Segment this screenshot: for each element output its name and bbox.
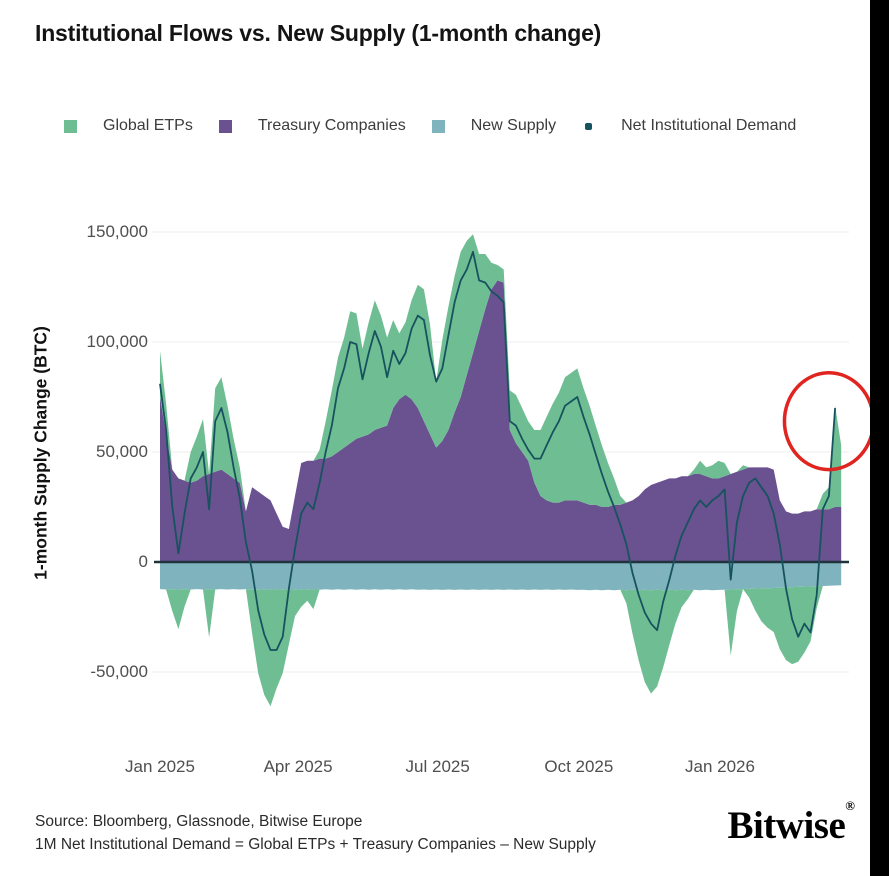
legend-item-new-supply: New Supply — [431, 117, 557, 135]
x-tick-label: Jan 2026 — [685, 757, 755, 776]
registered-mark: ® — [845, 798, 855, 813]
y-tick-label: 50,000 — [96, 442, 148, 461]
x-tick-label: Oct 2025 — [544, 757, 614, 776]
source-line-2: 1M Net Institutional Demand = Global ETP… — [35, 836, 596, 853]
source-line-1: Source: Bloomberg, Glassnode, Bitwise Eu… — [35, 813, 363, 830]
x-tick-label: Jul 2025 — [405, 757, 470, 776]
x-tick-label: Jan 2025 — [125, 757, 195, 776]
y-tick-label: -50,000 — [90, 662, 148, 681]
source-note: Source: Bloomberg, Glassnode, Bitwise Eu… — [35, 810, 596, 856]
chart-legend: Global ETPs Treasury Companies New Supply N… — [64, 117, 822, 135]
area-global-etps-positive — [160, 234, 842, 529]
legend-item-global-etps: Global ETPs — [64, 117, 193, 135]
y-tick-label: 150,000 — [86, 222, 148, 241]
page-title: Institutional Flows vs. New Supply (1-mo… — [35, 20, 602, 46]
legend-item-treasury-companies: Treasury Companies — [218, 117, 406, 135]
bitwise-logo: Bitwise® — [727, 798, 855, 847]
highlight-circle — [782, 371, 876, 472]
area-treasury-companies — [160, 280, 842, 562]
legend-square-icon — [431, 119, 445, 133]
legend-label: New Supply — [470, 117, 557, 134]
right-black-bar — [870, 0, 889, 876]
y-tick-label: 100,000 — [86, 332, 148, 351]
x-tick-label: Apr 2025 — [263, 757, 333, 776]
legend-label: Net Institutional Demand — [621, 117, 797, 134]
area-new-supply — [160, 562, 842, 591]
legend-square-icon — [64, 119, 77, 133]
y-tick-label: 0 — [138, 552, 148, 571]
area-global-etps-negative — [160, 585, 842, 707]
legend-label: Treasury Companies — [257, 117, 406, 134]
legend-label: Global ETPs — [103, 117, 193, 134]
legend-square-icon — [218, 119, 232, 133]
net-demand-line — [159, 250, 836, 651]
legend-item-net-institutional-demand: Net Institutional Demand — [582, 117, 796, 135]
legend-dot-icon — [582, 120, 595, 133]
